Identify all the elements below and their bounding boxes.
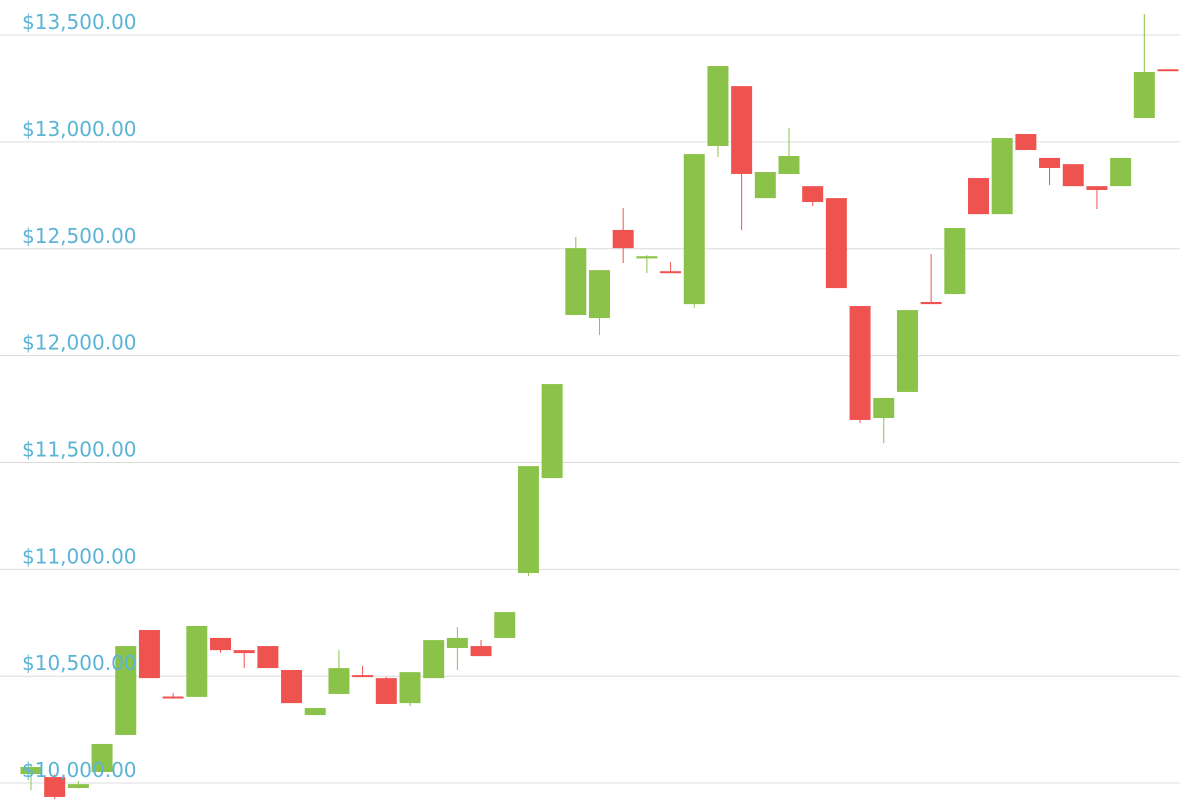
candle-body	[754, 172, 776, 199]
candle-body	[162, 696, 184, 699]
candle-body	[210, 637, 231, 651]
candle-body	[375, 678, 397, 704]
candle-body	[281, 670, 303, 704]
candle-body	[20, 767, 42, 775]
candle-body	[873, 397, 895, 419]
candle-body	[399, 672, 421, 704]
candle-body	[849, 306, 871, 420]
candle-body	[541, 384, 563, 479]
y-tick-label: $11,500.00	[22, 437, 137, 461]
y-tick-label: $13,000.00	[22, 117, 137, 141]
candle-body	[470, 646, 492, 657]
candle-body	[517, 466, 539, 573]
y-tick-label: $12,000.00	[22, 331, 137, 355]
candle-body	[683, 154, 705, 305]
candle-body	[233, 650, 255, 654]
candle-body	[494, 612, 516, 638]
candle-body	[825, 198, 847, 289]
candle-body	[731, 86, 753, 174]
candle-body	[1133, 72, 1155, 118]
candle-body	[1086, 186, 1108, 190]
candle-body	[1157, 69, 1179, 72]
candle-body	[896, 310, 918, 392]
candle-body	[328, 668, 350, 694]
candle-body	[707, 66, 729, 146]
y-tick-label: $13,500.00	[22, 10, 137, 34]
candle-body	[138, 630, 160, 679]
candle-body	[304, 708, 326, 716]
candle-body	[67, 784, 89, 788]
y-tick-label: $10,000.00	[22, 758, 137, 782]
candle-body	[968, 178, 989, 215]
candle-body	[91, 743, 113, 772]
candle-body	[920, 301, 942, 305]
candle-body	[186, 625, 208, 697]
candle-body	[944, 228, 966, 295]
candle-body	[1062, 164, 1084, 187]
y-tick-label: $11,000.00	[22, 544, 137, 568]
candle-body	[1015, 134, 1037, 151]
candle-body	[589, 270, 610, 319]
candle-body	[612, 229, 634, 249]
candle-body	[257, 646, 279, 669]
candle-body	[1110, 157, 1132, 187]
candle-body	[1039, 157, 1061, 168]
candle-body	[565, 248, 587, 316]
y-tick-label: $12,500.00	[22, 224, 137, 248]
candle-body	[446, 637, 468, 648]
y-tick-label: $10,500.00	[22, 651, 137, 675]
candle-body	[423, 640, 445, 679]
candle-body	[802, 186, 824, 202]
candle-body	[352, 675, 374, 678]
candle-body	[778, 156, 800, 174]
candle-body	[991, 138, 1013, 215]
candle-body	[660, 271, 682, 274]
candle-body	[636, 256, 658, 259]
candle-body	[115, 646, 137, 735]
candle-body	[44, 777, 66, 797]
